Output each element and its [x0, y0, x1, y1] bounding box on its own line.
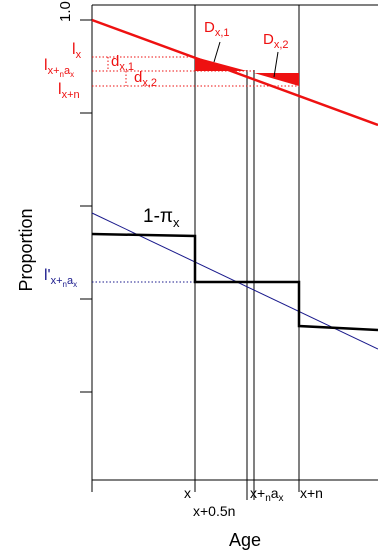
x-tick-x-half: x+0.5n — [193, 503, 235, 519]
step-line — [91, 232, 378, 332]
red-dotted-guides — [92, 56, 299, 87]
lprime-label: l'x+nax — [44, 267, 77, 289]
lxn-label: lx+n — [58, 81, 80, 101]
Dx2-pointer — [273, 51, 279, 78]
survival-line — [91, 18, 378, 127]
Dx2-label: Dx,2 — [263, 31, 289, 51]
one-minus-pi-label: 1-πx — [143, 206, 180, 230]
y-axis-title: Proportion — [16, 208, 36, 291]
x-tick-x-na: x+nax — [250, 485, 284, 504]
Dx1-pointer — [213, 41, 221, 63]
lx-label: lx — [72, 41, 82, 61]
x-axis-title: Age — [229, 530, 261, 550]
Dx1-area — [195, 57, 247, 71]
y-top-tick-label: 1.0 — [57, 1, 74, 22]
Dx2-area — [254, 73, 299, 86]
dx1-label: dx,1 — [111, 53, 134, 73]
y-ticks — [80, 19, 92, 393]
Dx1-label: Dx,1 — [204, 19, 230, 39]
x-tick-x: x — [184, 485, 191, 501]
dx2-label: dx,2 — [134, 69, 157, 89]
x-tick-x-n: x+n — [300, 485, 323, 501]
x-ticks — [91, 480, 300, 492]
lxna-label: lx+nax — [44, 57, 74, 79]
